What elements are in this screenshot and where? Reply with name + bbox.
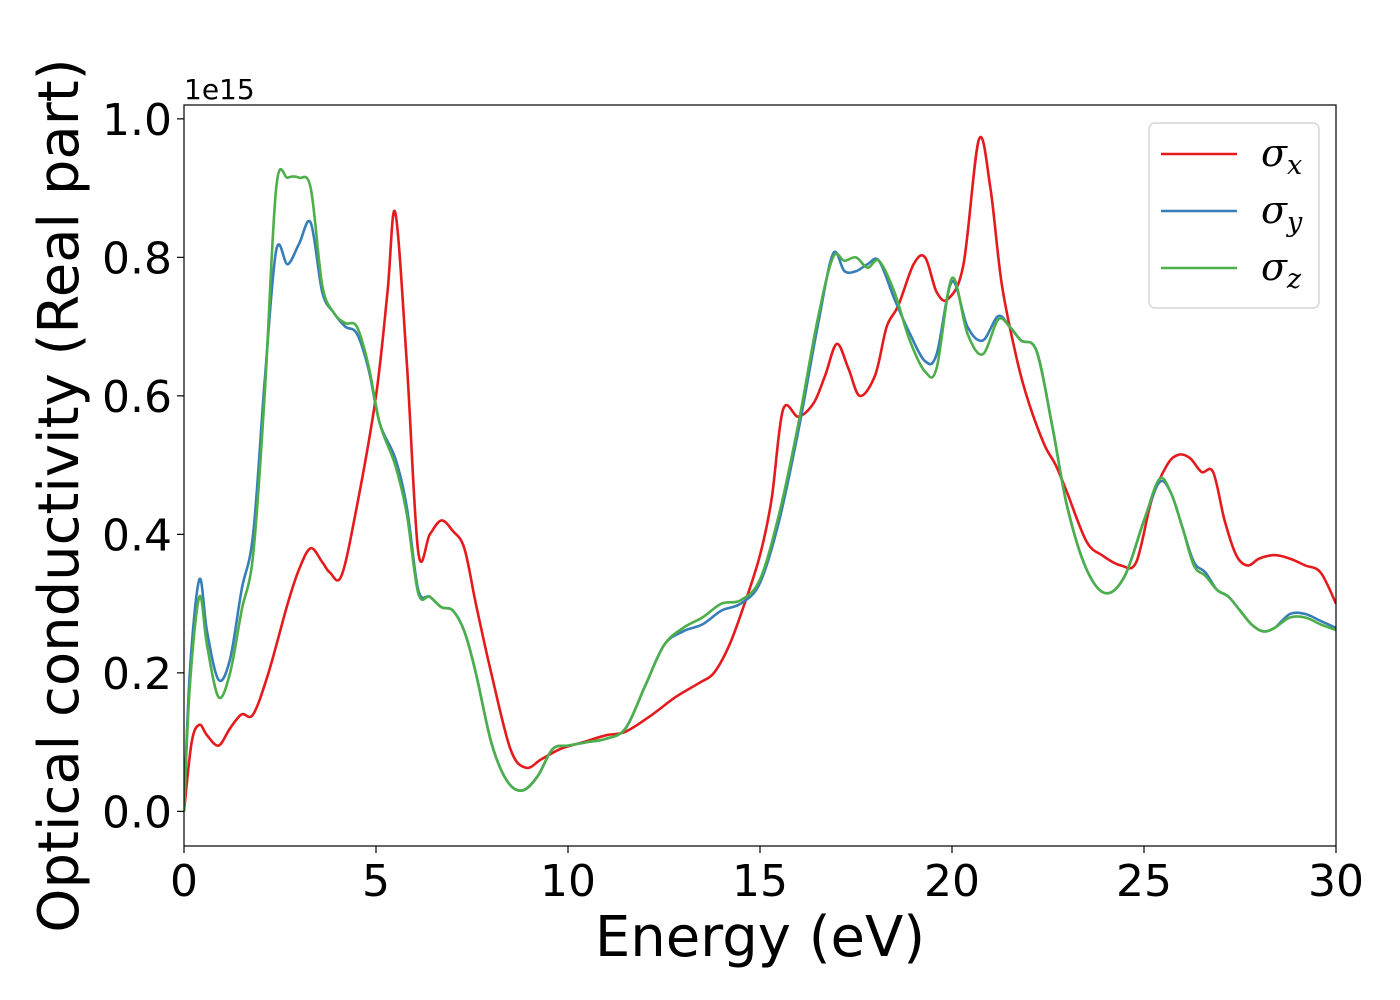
y-tick-label: 0.8 bbox=[102, 233, 172, 284]
y-tick-label: 0.4 bbox=[102, 510, 172, 561]
x-tick-label: 20 bbox=[924, 856, 980, 907]
y-tick-label: 0.6 bbox=[102, 372, 172, 423]
y-axis: 0.0 0.2 0.4 0.6 0.8 1.0 bbox=[102, 95, 184, 838]
x-axis: 0 5 10 15 20 25 30 bbox=[170, 846, 1364, 907]
x-tick-label: 15 bbox=[732, 856, 788, 907]
legend-box bbox=[1148, 122, 1320, 309]
series-line-y bbox=[184, 219, 1336, 812]
x-tick-label: 10 bbox=[540, 856, 596, 907]
legend-label-y: σy bbox=[1261, 188, 1303, 238]
legend-label-z: σz bbox=[1261, 245, 1302, 295]
y-tick-label: 0.0 bbox=[102, 787, 172, 838]
legend: σx σy σz bbox=[1148, 122, 1320, 309]
x-tick-label: 5 bbox=[362, 856, 390, 907]
x-tick-label: 30 bbox=[1308, 856, 1364, 907]
series-line-z bbox=[184, 168, 1336, 812]
y-tick-label: 1.0 bbox=[102, 95, 172, 146]
y-tick-label: 0.2 bbox=[102, 649, 172, 700]
series-line-x bbox=[184, 135, 1336, 812]
y-offset-label: 1e15 bbox=[184, 73, 255, 106]
legend-label-x: σx bbox=[1261, 131, 1302, 181]
series-lines bbox=[184, 135, 1336, 812]
x-tick-label: 25 bbox=[1116, 856, 1172, 907]
y-axis-title: Optical conductivity (Real part) bbox=[27, 58, 92, 932]
x-axis-title: Energy (eV) bbox=[595, 905, 925, 970]
x-tick-label: 0 bbox=[170, 856, 198, 907]
